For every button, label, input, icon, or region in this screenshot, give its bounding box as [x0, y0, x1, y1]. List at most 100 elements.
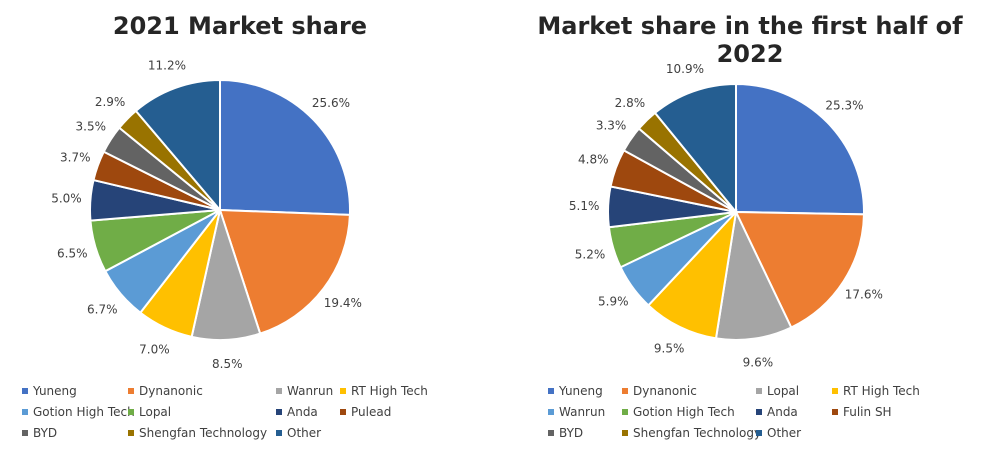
legend-item-shengfan-technology: Shengfan Technology	[622, 426, 761, 440]
legend-swatch	[832, 409, 838, 415]
slice-label-pulead: 3.7%	[60, 150, 91, 164]
legend-label: Pulead	[351, 405, 392, 419]
legend-label: Fulin SH	[843, 405, 892, 419]
legend-label: Anda	[767, 405, 798, 419]
legend-swatch	[22, 388, 28, 394]
legend-item-byd: BYD	[548, 426, 583, 440]
legend-label: Anda	[287, 405, 318, 419]
legend-item-other: Other	[276, 426, 321, 440]
legend-item-lopal: Lopal	[756, 384, 799, 398]
legend-label: Wanrun	[559, 405, 606, 419]
slice-label-lopal: 6.5%	[57, 246, 88, 260]
legend-label: BYD	[559, 426, 584, 440]
legend-swatch	[276, 409, 282, 415]
legend-swatch	[622, 430, 628, 436]
legend-label: Other	[287, 426, 322, 440]
pie-slice-lopal	[714, 208, 793, 341]
legend-label: Shengfan Technology	[633, 426, 762, 440]
chart-title: 2021 Market share	[112, 12, 368, 40]
slice-label-byd: 3.3%	[596, 118, 627, 132]
legend-swatch	[276, 388, 282, 394]
legend-label: BYD	[33, 426, 58, 440]
slice-label-rt-high-tech: 9.5%	[654, 342, 685, 356]
pie-slice-other	[134, 78, 221, 213]
chart-2021-panel: 2021 Market share 25.6% 19.4% 8.5% 7.0% 6.7%…	[0, 0, 480, 460]
legend-item-wanrun: Wanrun	[548, 405, 605, 419]
slice-label-other: 10.9%	[666, 62, 704, 76]
legend-item-gotion-high-tech: Gotion High Tech	[622, 405, 735, 419]
slice-label-shengfan-technology: 2.8%	[615, 96, 646, 110]
pie-slice-yuneng	[735, 82, 865, 216]
legend-item-yuneng: Yuneng	[548, 384, 603, 398]
legend-label: Dynanonic	[139, 384, 203, 398]
slice-label-other: 11.2%	[148, 58, 186, 72]
pie-chart-2022-h1: 25.3% 17.6% 9.6% 9.5% 5.9% 5.2% 5.1% 4.8% 3.3% 2.…	[569, 62, 883, 370]
legend-swatch	[276, 430, 282, 436]
legend-swatch	[128, 388, 134, 394]
slice-label-shengfan-technology: 2.9%	[95, 95, 126, 109]
legend-item-pulead: Pulead	[340, 405, 391, 419]
chart-2022-panel: Market share in the first half of 2022 2…	[500, 0, 1000, 460]
legend-label: Lopal	[767, 384, 800, 398]
legend-swatch	[548, 388, 554, 394]
slice-label-dynanonic: 19.4%	[324, 296, 362, 310]
legend-swatch	[548, 409, 554, 415]
legend-item-gotion-high-tech: Gotion High Tech	[22, 405, 135, 419]
pie-slice-dynanonic	[734, 210, 865, 329]
legend-swatch	[756, 430, 762, 436]
chart-title: Market share in the first half of 2022	[537, 12, 963, 68]
pie-slice-dynanonic	[218, 208, 351, 335]
legend-label: Shengfan Technology	[139, 426, 268, 440]
legend-item-anda: Anda	[276, 405, 318, 419]
legend-swatch	[832, 388, 838, 394]
slice-label-anda: 5.1%	[569, 199, 600, 213]
legend-swatch	[22, 430, 28, 436]
legend-swatch	[128, 409, 134, 415]
slice-label-dynanonic: 17.6%	[845, 287, 883, 301]
pie-chart-2021: 25.6% 19.4% 8.5% 7.0% 6.7% 6.5% 5.0% 3.7% 3.5% 2.…	[51, 58, 362, 371]
legend-swatch	[756, 409, 762, 415]
legend-item-dynanonic: Dynanonic	[128, 384, 203, 398]
legend-item-byd: BYD	[22, 426, 57, 440]
slice-label-gotion-high-tech: 6.7%	[87, 302, 118, 316]
legend-label: Yuneng	[559, 384, 603, 398]
legend-label: Gotion High Tech	[33, 405, 135, 419]
legend-swatch	[548, 430, 554, 436]
legend-item-yuneng: Yuneng	[22, 384, 77, 398]
legend-swatch	[622, 409, 628, 415]
slice-label-wanrun: 8.5%	[212, 357, 243, 371]
legend-item-wanrun: Wanrun	[276, 384, 333, 398]
slice-label-anda: 5.0%	[51, 191, 82, 205]
slice-label-lopal: 9.6%	[743, 355, 774, 369]
legend-label: Other	[767, 426, 802, 440]
legend-swatch	[340, 388, 346, 394]
legend-swatch	[340, 409, 346, 415]
legend-item-other: Other	[756, 426, 801, 440]
slice-label-fulin-sh: 4.8%	[578, 153, 609, 167]
legend-label: Gotion High Tech	[633, 405, 735, 419]
legend-item-lopal: Lopal	[128, 405, 171, 419]
legend-item-anda: Anda	[756, 405, 798, 419]
slice-label-wanrun: 5.9%	[598, 295, 629, 309]
legend-item-fulin-sh: Fulin SH	[832, 405, 892, 419]
legend-item-rt-high-tech: RT High Tech	[832, 384, 920, 398]
pie-slice-other	[653, 82, 737, 215]
legend-label: Dynanonic	[633, 384, 697, 398]
legend-swatch	[22, 409, 28, 415]
legend-label: Lopal	[139, 405, 172, 419]
slice-label-rt-high-tech: 7.0%	[139, 342, 170, 356]
slice-label-byd: 3.5%	[76, 119, 107, 133]
slice-label-gotion-high-tech: 5.2%	[575, 247, 606, 261]
legend-label: Wanrun	[287, 384, 334, 398]
legend-item-rt-high-tech: RT High Tech	[340, 384, 428, 398]
slice-label-yuneng: 25.6%	[312, 96, 350, 110]
pie-slice-yuneng	[219, 78, 351, 216]
legend-item-dynanonic: Dynanonic	[622, 384, 697, 398]
pie-slice-rt-high-tech	[646, 208, 738, 340]
legend-swatch	[756, 388, 762, 394]
legend-label: RT High Tech	[843, 384, 920, 398]
legend-item-shengfan-technology: Shengfan Technology	[128, 426, 267, 440]
slice-label-yuneng: 25.3%	[825, 99, 863, 113]
legend-label: RT High Tech	[351, 384, 428, 398]
legend-label: Yuneng	[33, 384, 77, 398]
